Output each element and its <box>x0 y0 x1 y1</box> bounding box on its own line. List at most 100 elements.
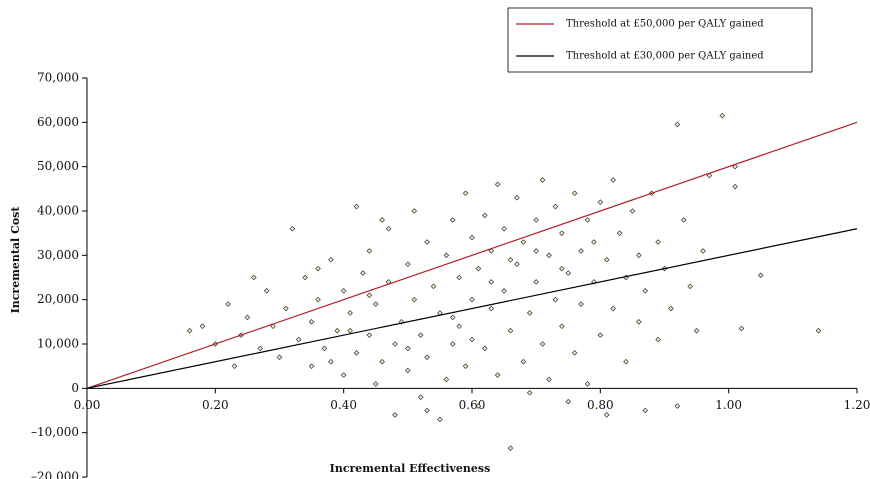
legend-label: Threshold at £50,000 per QALY gained <box>566 19 764 30</box>
scatter-point <box>565 270 572 276</box>
scatter-point <box>424 407 430 414</box>
scatter-point <box>417 332 424 338</box>
scatter-point <box>494 181 501 188</box>
scatter-point <box>276 354 283 361</box>
scatter-point <box>674 403 681 409</box>
scatter-point <box>270 323 276 330</box>
scatter-point <box>353 350 360 356</box>
scatter-point <box>533 248 539 254</box>
scatter-point <box>392 412 398 418</box>
scatter-point <box>514 261 520 267</box>
scatter-point <box>655 239 661 245</box>
scatter-point <box>283 305 289 312</box>
scatter-point <box>302 274 308 281</box>
scatter-point <box>482 345 488 352</box>
scatter-point <box>482 212 488 219</box>
scatter-point <box>559 265 565 272</box>
scatter-point <box>340 372 347 378</box>
scatter-point <box>231 363 238 369</box>
scatter-point <box>475 265 482 272</box>
scatter-point <box>488 248 495 254</box>
x-tick-label: 0.60 <box>459 398 486 412</box>
x-tick-label: 0.80 <box>587 398 614 412</box>
scatter-point <box>417 394 424 400</box>
scatter-point <box>372 381 379 387</box>
scatter-point <box>526 389 533 396</box>
scatter-point <box>693 327 700 334</box>
y-tick-label: –20,000 <box>31 470 79 479</box>
scatter-point <box>347 310 353 316</box>
scatter-point <box>199 323 206 330</box>
scatter-point <box>520 239 527 245</box>
scatter-point <box>533 279 539 285</box>
scatter-point <box>308 363 315 369</box>
scatter-point <box>539 177 546 183</box>
scatter-point <box>437 416 443 423</box>
scatter-point <box>571 190 578 197</box>
scatter-point <box>443 252 450 259</box>
legend-box <box>507 7 813 73</box>
scatter-point <box>424 239 430 245</box>
scatter-point <box>546 376 552 383</box>
x-tick-label: 0.00 <box>74 398 101 412</box>
scatter-point <box>353 203 360 210</box>
scatter-point <box>565 398 572 405</box>
y-axis-title: Incremental Cost <box>9 206 22 314</box>
scatter-point <box>385 225 392 232</box>
scatter-point <box>501 288 507 294</box>
y-tick-label: 40,000 <box>37 204 79 218</box>
scatter-point <box>494 372 501 378</box>
scatter-point <box>578 301 584 307</box>
scatter-point <box>411 296 418 303</box>
scatter-point <box>475 403 482 409</box>
x-tick-label: 1.20 <box>844 398 870 412</box>
scatter-point <box>308 319 315 325</box>
scatter-point <box>591 239 597 245</box>
scatter-point <box>360 270 366 276</box>
x-tick-label: 0.40 <box>330 398 357 412</box>
scatter-point <box>449 314 456 321</box>
scatter-point <box>559 230 565 236</box>
scatter-point <box>719 112 726 119</box>
scatter-point <box>526 310 533 316</box>
scatter-point <box>392 341 398 347</box>
scatter-point <box>263 288 270 294</box>
y-tick-label: –10,000 <box>31 425 79 439</box>
x-tick-label: 0.20 <box>202 398 229 412</box>
scatter-point <box>295 336 302 343</box>
scatter-point <box>321 345 328 352</box>
scatter-point <box>469 234 475 241</box>
legend-label: Threshold at £30,000 per QALY gained <box>566 51 764 62</box>
scatter-point <box>687 283 693 290</box>
scatter-point <box>655 336 661 343</box>
scatter-point <box>732 163 738 170</box>
scatter-point <box>680 217 687 223</box>
scatter-point <box>366 292 373 299</box>
scatter-point <box>520 358 527 365</box>
scatter-point <box>552 203 559 210</box>
scatter-point <box>623 358 629 365</box>
y-tick-label: 50,000 <box>37 159 79 173</box>
scatter-point <box>610 177 616 183</box>
threshold-line <box>86 228 858 389</box>
scatter-point <box>424 354 430 361</box>
scatter-point <box>597 199 604 205</box>
scatter-point <box>501 225 507 232</box>
scatter-point <box>405 345 411 352</box>
scatter-point <box>546 252 552 259</box>
scatter-point <box>584 217 591 223</box>
scatter-point <box>636 319 642 325</box>
x-axis-title: Incremental Effectiveness <box>330 462 491 475</box>
scatter-point <box>225 301 231 307</box>
scatter-point <box>757 272 764 279</box>
y-tick-label: 70,000 <box>37 71 79 85</box>
scatter-point <box>449 217 456 223</box>
scatter-point <box>488 279 495 285</box>
scatter-point <box>616 230 623 236</box>
scatter-point <box>514 194 520 201</box>
scatter-point <box>610 305 616 312</box>
scatter-point <box>539 341 546 347</box>
scatter-point <box>289 225 296 232</box>
scatter-point <box>507 256 514 263</box>
